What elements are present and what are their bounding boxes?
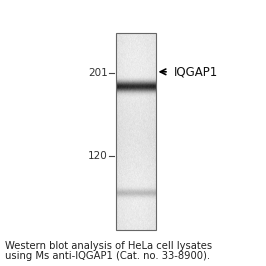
Bar (116, 33, 156, 230)
Text: 201: 201 (88, 68, 108, 78)
Text: IQGAP1: IQGAP1 (174, 65, 218, 78)
Text: 120: 120 (88, 151, 108, 161)
Text: Western blot analysis of HeLa cell lysates: Western blot analysis of HeLa cell lysat… (5, 241, 213, 251)
Text: using Ms anti-IQGAP1 (Cat. no. 33-8900).: using Ms anti-IQGAP1 (Cat. no. 33-8900). (5, 251, 210, 261)
